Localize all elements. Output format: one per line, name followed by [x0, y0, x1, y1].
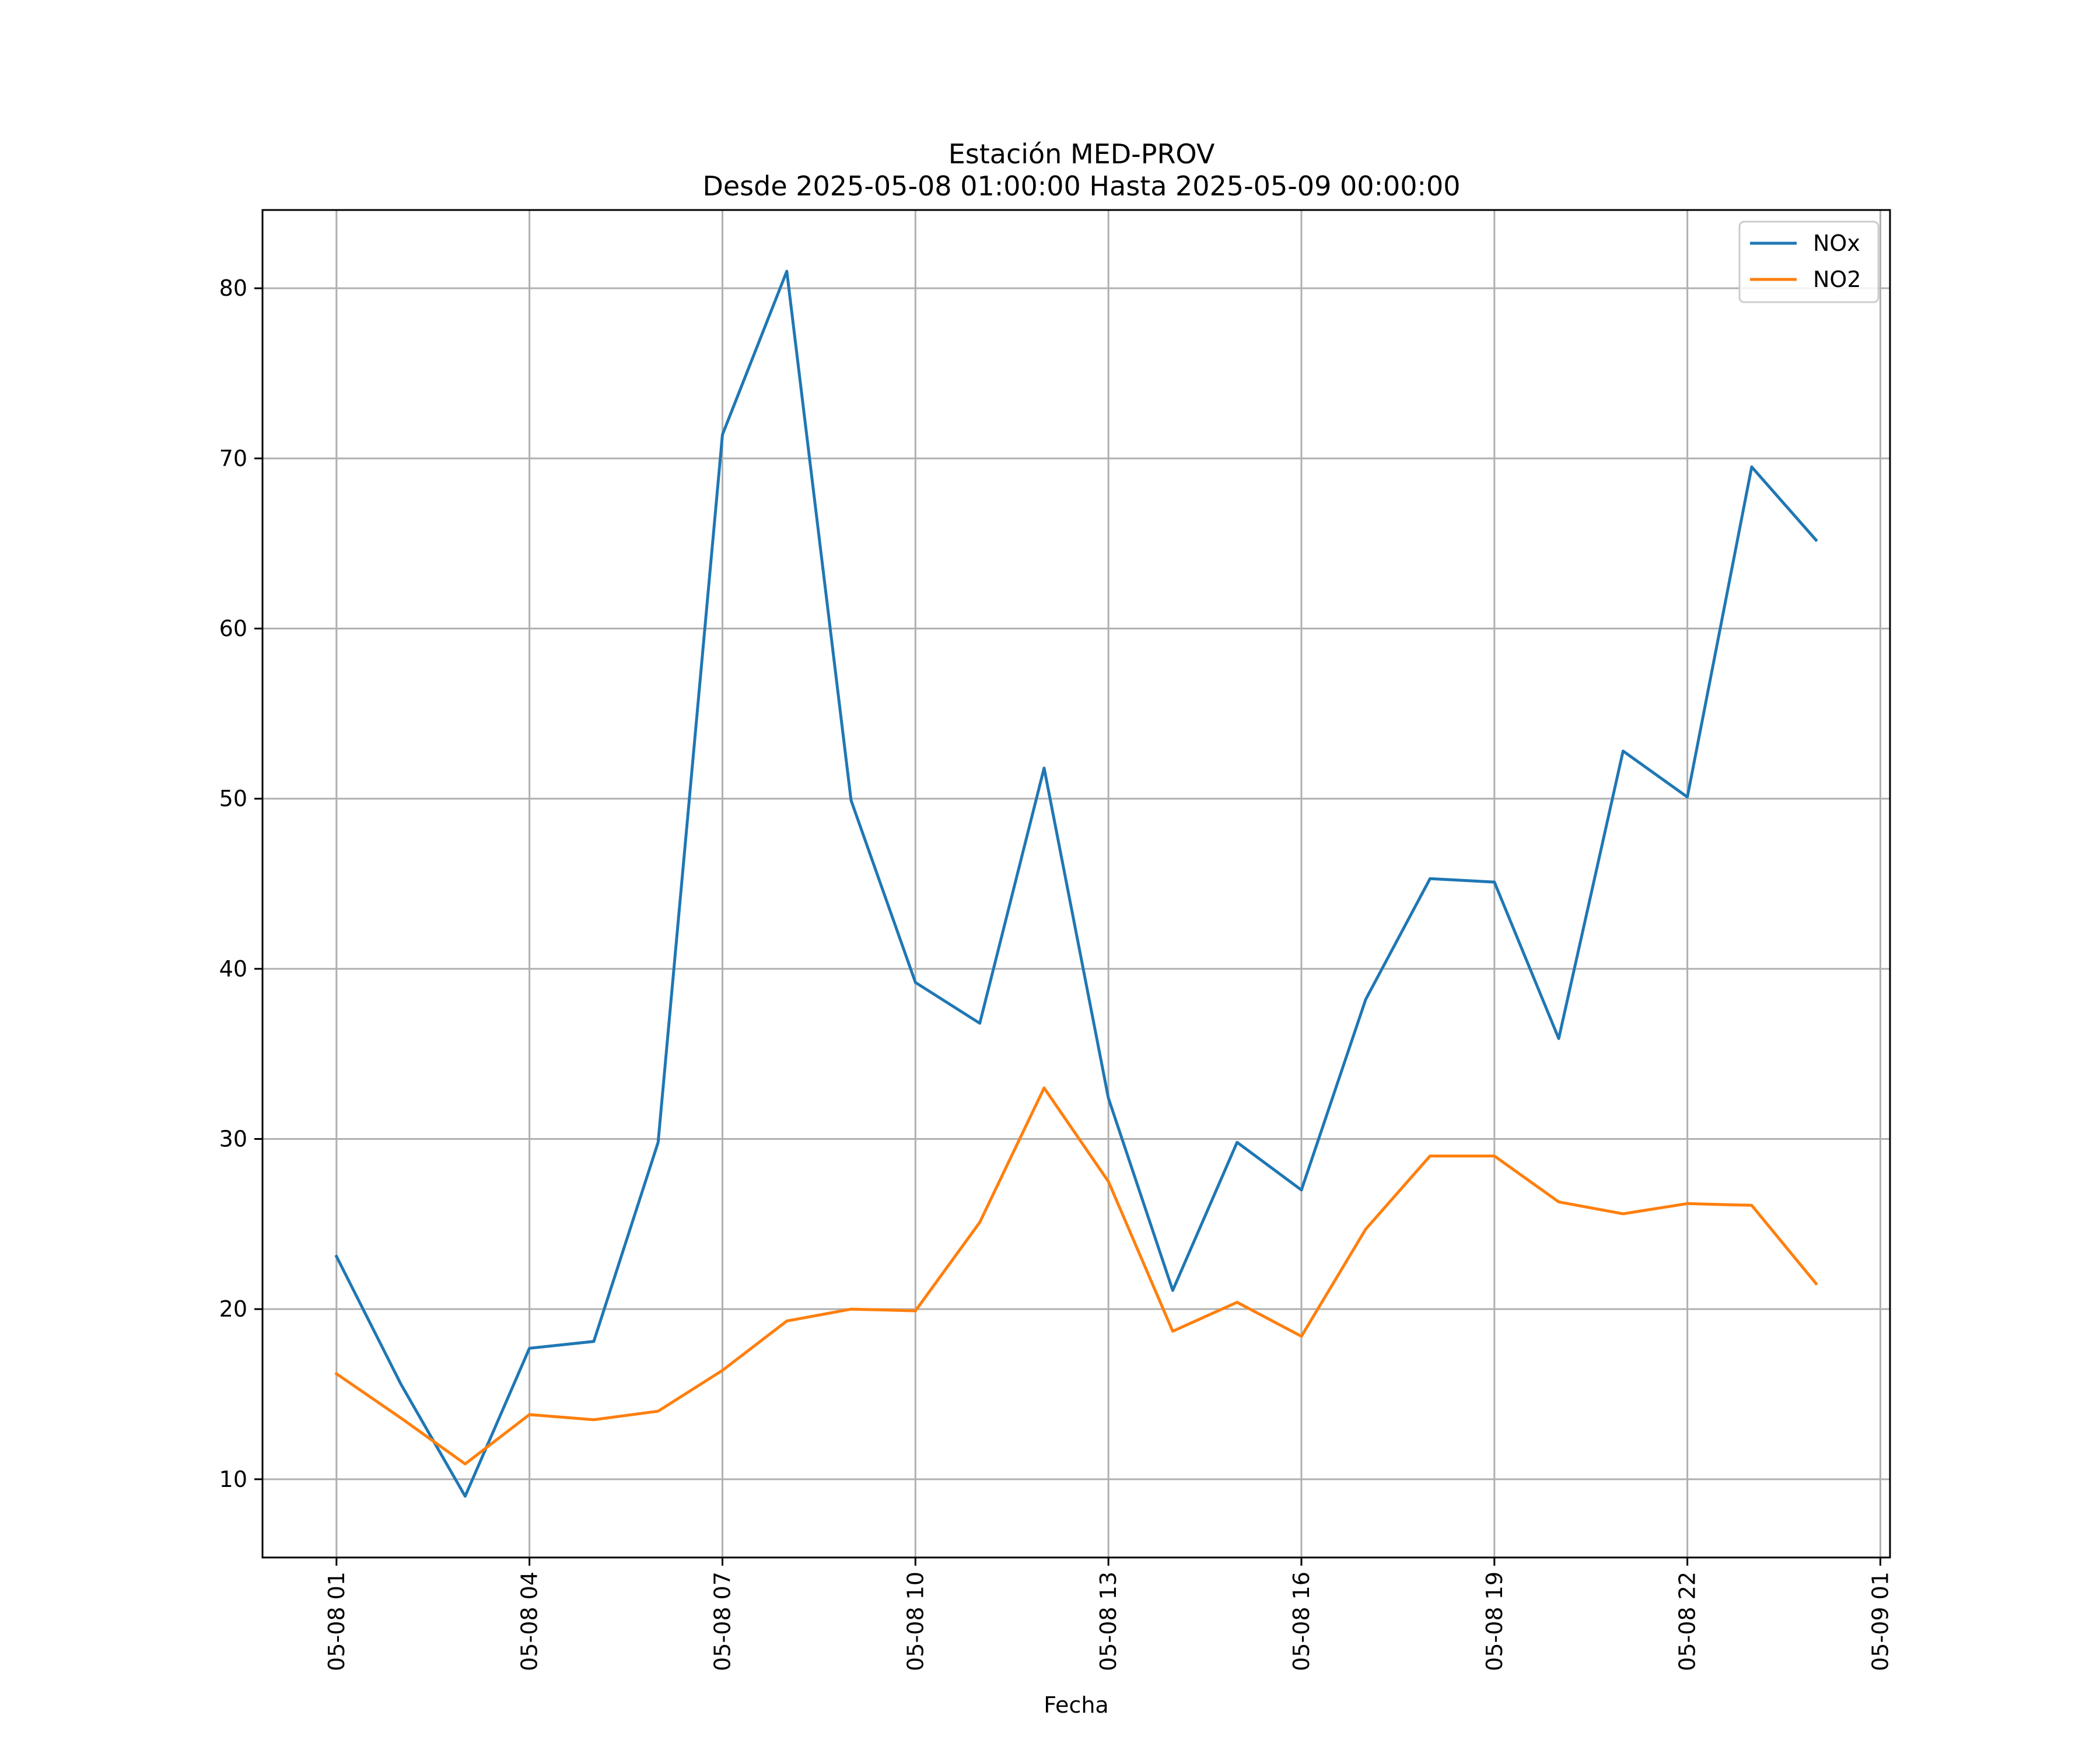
series-line-nox	[334, 270, 1818, 1498]
x-tick-label: 05-08 04	[517, 1572, 542, 1671]
y-tick-label: 30	[219, 1126, 247, 1152]
y-tick-label: 40	[219, 956, 247, 982]
legend-label-nox: NOx	[1813, 230, 1860, 256]
y-tick-label: 80	[219, 275, 247, 301]
x-tick-label: 05-08 01	[324, 1572, 349, 1671]
legend: NOx NO2	[1738, 220, 1880, 303]
axis-ticks: 05-08 01 05-08 04 05-08 07 05-08 10 05-08 13…	[219, 275, 1894, 1671]
x-tick-label: 05-08 16	[1289, 1572, 1314, 1671]
x-tick-label: 05-08 07	[709, 1572, 735, 1671]
y-tick-label: 20	[219, 1296, 247, 1322]
y-tick-label: 60	[219, 616, 247, 642]
x-tick-label: 05-08 10	[902, 1572, 928, 1671]
legend-label-no2: NO2	[1813, 267, 1861, 292]
y-tick-label: 70	[219, 446, 247, 471]
chart-title-line-2: Desde 2025-05-08 01:00:00 Hasta 2025-05-…	[702, 170, 1460, 202]
x-axis-label: Fecha	[1044, 1692, 1108, 1718]
x-tick-label: 05-08 19	[1482, 1572, 1507, 1671]
series-line-no2	[334, 1086, 1818, 1466]
chart-title-line-1: Estación MED-PROV	[949, 138, 1215, 170]
y-tick-label: 10	[219, 1466, 247, 1492]
x-tick-label: 05-09 01	[1867, 1572, 1893, 1671]
x-tick-label: 05-08 13	[1096, 1572, 1121, 1671]
plot-frame	[261, 209, 1891, 1559]
series-lines	[334, 270, 1818, 1498]
x-tick-label: 05-08 22	[1675, 1572, 1700, 1671]
y-tick-label: 50	[219, 786, 247, 811]
